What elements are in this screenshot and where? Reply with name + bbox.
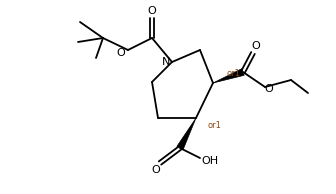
Text: O: O [252, 41, 260, 51]
Text: or1: or1 [226, 68, 240, 77]
Text: OH: OH [202, 156, 218, 166]
Text: O: O [152, 165, 160, 175]
Text: O: O [148, 6, 156, 16]
Text: O: O [265, 84, 274, 94]
Text: N: N [162, 57, 170, 67]
Polygon shape [213, 69, 244, 83]
Text: O: O [117, 48, 125, 58]
Text: or1: or1 [207, 121, 221, 131]
Polygon shape [177, 118, 196, 150]
